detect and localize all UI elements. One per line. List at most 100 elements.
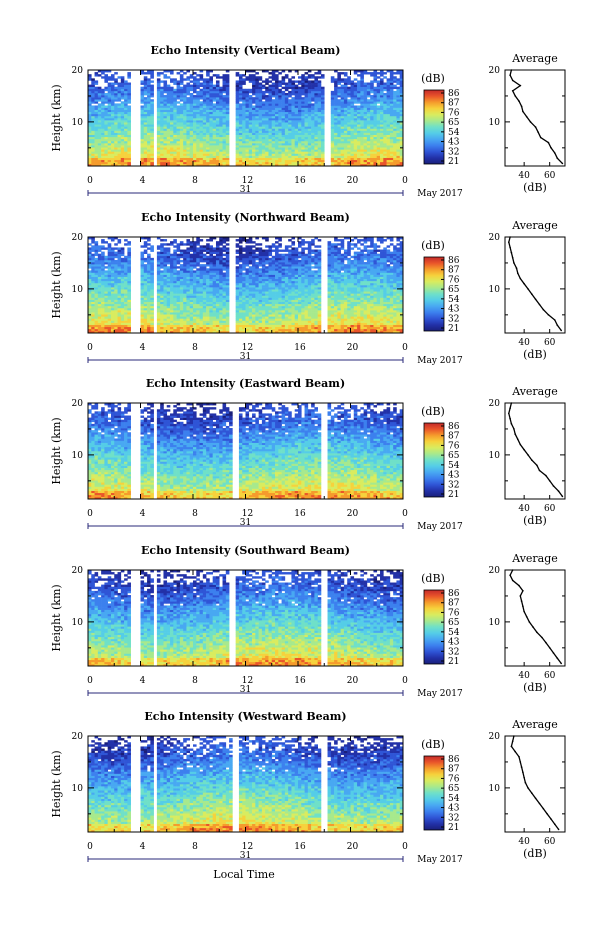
- heatmap-cell: [304, 124, 309, 127]
- heatmap-cell: [147, 132, 151, 135]
- heatmap-cell: [179, 249, 184, 252]
- heatmap-cell: [225, 113, 230, 117]
- heatmap-cell: [196, 126, 200, 129]
- heatmap-cell: [380, 149, 384, 152]
- heatmap-cell: [343, 126, 348, 129]
- heatmap-cell: [183, 84, 187, 87]
- heatmap-cell: [101, 276, 105, 280]
- heatmap-cell: [114, 276, 118, 280]
- heatmap-cell: [284, 130, 289, 133]
- heatmap-cell: [110, 280, 115, 284]
- heatmap-cell: [268, 151, 273, 154]
- heatmap-cell: [334, 118, 338, 121]
- heatmap-cell: [120, 328, 125, 332]
- heatmap-cell: [107, 237, 112, 240]
- heatmap-cell: [143, 130, 148, 133]
- heatmap-cell: [320, 124, 325, 127]
- heatmap-cell: [170, 314, 174, 317]
- heatmap-cell: [176, 107, 181, 110]
- heatmap-cell: [160, 314, 164, 317]
- heatmap-cell: [340, 163, 345, 167]
- heatmap-cell: [278, 159, 282, 163]
- heatmap-cell: [193, 326, 197, 330]
- heatmap-cell: [160, 143, 164, 146]
- heatmap-cell: [396, 157, 401, 161]
- heatmap-cell: [215, 115, 220, 119]
- heatmap-cell: [183, 86, 187, 90]
- heatmap-cell: [120, 113, 125, 117]
- heatmap-cell: [173, 330, 177, 334]
- heatmap-cell: [389, 84, 394, 87]
- heatmap-cell: [373, 105, 378, 108]
- heatmap-cell: [343, 143, 348, 146]
- heatmap-cell: [209, 128, 213, 131]
- colorbar-tick-label: 65: [448, 118, 460, 128]
- heatmap-cell: [238, 107, 243, 110]
- heatmap-cell: [173, 293, 177, 296]
- heatmap-cell: [179, 99, 184, 102]
- heatmap-cell: [284, 126, 289, 129]
- heatmap-cell: [104, 312, 108, 315]
- heatmap-cell: [97, 103, 102, 106]
- heatmap-cell: [278, 155, 282, 158]
- heatmap-cell: [163, 293, 168, 296]
- heatmap-cell: [127, 285, 131, 288]
- heatmap-cell: [337, 120, 341, 123]
- heatmap-cell: [235, 115, 240, 119]
- heatmap-cell: [212, 107, 217, 110]
- heatmap-cell: [363, 143, 368, 146]
- heatmap-cell: [215, 113, 220, 117]
- heatmap-cell: [156, 305, 161, 309]
- heatmap-cell: [370, 132, 374, 135]
- heatmap-cell: [393, 153, 397, 156]
- heatmap-cell: [278, 163, 282, 167]
- avg-x-tick-label: 60: [544, 171, 556, 181]
- heatmap-cell: [235, 153, 240, 156]
- heatmap-cell: [104, 303, 108, 307]
- heatmap-cell: [150, 99, 154, 102]
- heatmap-cell: [97, 312, 102, 315]
- heatmap-cell: [278, 92, 282, 96]
- heatmap-cell: [275, 145, 279, 148]
- heatmap-cell: [215, 151, 220, 154]
- heatmap-cell: [215, 95, 220, 98]
- avg-profile-point: [534, 126, 537, 128]
- heatmap-cell: [242, 134, 246, 138]
- heatmap-cell: [176, 140, 181, 144]
- heatmap-cell: [173, 132, 177, 135]
- heatmap-cell: [199, 70, 204, 73]
- heatmap-cell: [143, 132, 148, 135]
- heatmap-cell: [186, 84, 191, 87]
- heatmap-cell: [363, 128, 368, 131]
- heatmap-cell: [383, 149, 387, 152]
- heatmap-cell: [94, 257, 99, 261]
- heatmap-cell: [150, 312, 154, 315]
- heatmap-cell: [350, 84, 355, 87]
- heatmap-cell: [170, 257, 174, 261]
- heatmap-cell: [376, 88, 381, 92]
- heatmap-cell: [219, 130, 223, 133]
- heatmap-cell: [199, 149, 204, 152]
- heatmap-cell: [114, 328, 118, 332]
- heatmap-cell: [156, 134, 161, 138]
- heatmap-cell: [189, 126, 194, 129]
- heatmap-cell: [94, 301, 99, 305]
- heatmap-cell: [209, 88, 213, 92]
- heatmap-cell: [193, 118, 197, 121]
- heatmap-cell: [219, 136, 223, 140]
- heatmap-cell: [104, 328, 108, 332]
- heatmap-cell: [252, 111, 256, 115]
- heatmap-cell: [124, 274, 128, 277]
- heatmap-cell: [330, 97, 335, 100]
- heatmap-cell: [399, 92, 404, 96]
- heatmap-cell: [294, 99, 299, 102]
- heatmap-cell: [340, 115, 345, 119]
- heatmap-cell: [173, 105, 177, 108]
- heatmap-cell: [337, 99, 341, 102]
- heatmap-cell: [147, 295, 151, 298]
- heatmap-cell: [104, 155, 108, 158]
- heatmap-cell: [380, 97, 384, 100]
- heatmap-cell: [278, 109, 282, 113]
- heatmap-cell: [140, 128, 145, 131]
- heatmap-cell: [399, 153, 404, 156]
